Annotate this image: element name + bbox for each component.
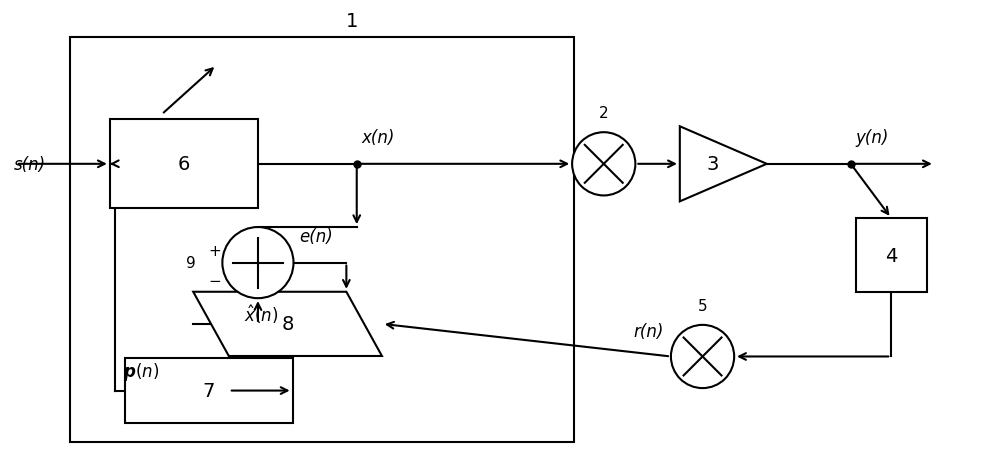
Bar: [70, 38, 574, 443]
Text: 4: 4: [885, 246, 897, 265]
Text: $\boldsymbol{p}(n)$: $\boldsymbol{p}(n)$: [123, 361, 159, 382]
Text: 9: 9: [186, 256, 196, 270]
Text: 7: 7: [202, 381, 215, 400]
Text: r(n): r(n): [633, 322, 664, 340]
Text: 6: 6: [178, 155, 190, 174]
Text: e(n): e(n): [299, 227, 333, 245]
Text: $\hat{x}(n)$: $\hat{x}(n)$: [244, 302, 278, 325]
Circle shape: [671, 325, 734, 388]
Text: 5: 5: [698, 298, 707, 313]
Bar: [110, 120, 258, 209]
Text: +: +: [208, 244, 221, 259]
Polygon shape: [680, 127, 767, 202]
Bar: [125, 359, 293, 423]
Text: 1: 1: [346, 12, 358, 31]
Text: 3: 3: [707, 155, 719, 174]
Bar: [856, 219, 927, 293]
Text: x(n): x(n): [362, 129, 395, 147]
Circle shape: [572, 133, 635, 196]
Circle shape: [222, 227, 294, 299]
Text: −: −: [208, 273, 221, 288]
Text: y(n): y(n): [856, 129, 889, 147]
Text: s(n): s(n): [14, 156, 46, 174]
Text: 2: 2: [599, 106, 609, 121]
Polygon shape: [193, 292, 382, 356]
Text: 8: 8: [281, 315, 294, 334]
